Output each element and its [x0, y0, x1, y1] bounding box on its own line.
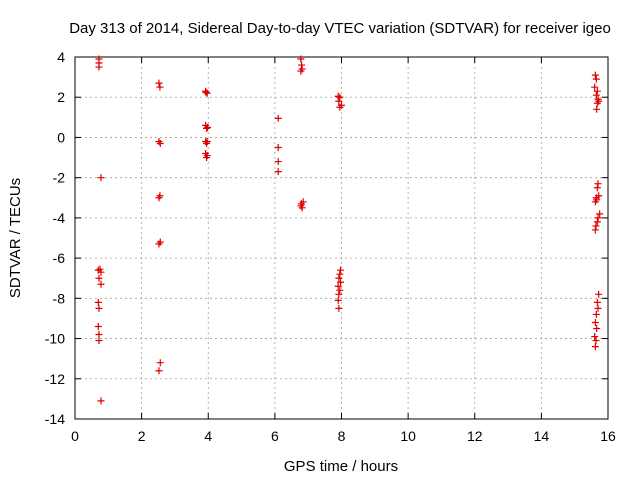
data-point	[155, 79, 163, 87]
data-point	[593, 184, 601, 192]
x-tick-label: 6	[271, 428, 279, 444]
y-tick-label: -2	[53, 170, 66, 186]
x-tick-label: 14	[534, 428, 550, 444]
data-point	[203, 139, 211, 147]
data-point	[95, 337, 103, 345]
y-tick-label: 2	[57, 89, 65, 105]
data-point	[593, 298, 601, 306]
data-point	[591, 71, 599, 79]
data-point	[298, 61, 306, 69]
data-point	[596, 210, 604, 218]
data-point	[593, 325, 601, 332]
y-tick-label: -14	[45, 411, 65, 427]
data-point	[94, 298, 102, 306]
x-tick-label: 0	[71, 428, 79, 444]
data-point	[595, 290, 603, 298]
y-tick-label: -8	[53, 290, 66, 306]
data-point	[335, 290, 343, 298]
x-tick-label: 2	[138, 428, 146, 444]
x-tick-label: 10	[400, 428, 416, 444]
data-point	[298, 204, 306, 212]
data-point	[297, 55, 305, 63]
data-point	[203, 124, 211, 132]
y-axis-label: SDTVAR / TECUs	[7, 178, 24, 298]
data-point	[335, 304, 343, 312]
y-tick-label: -10	[45, 331, 65, 347]
data-point	[592, 91, 600, 99]
data-point	[274, 144, 282, 151]
data-point	[334, 282, 342, 290]
data-point	[592, 75, 600, 83]
data-point	[95, 331, 103, 339]
data-point	[97, 174, 105, 182]
data-point	[203, 154, 211, 162]
x-tick-label: 8	[338, 428, 346, 444]
data-point	[337, 266, 345, 274]
data-point	[97, 280, 105, 288]
y-tick-label: -12	[45, 371, 65, 387]
data-point	[202, 88, 210, 96]
x-axis-label: GPS time / hours	[284, 458, 398, 475]
tick-labels: 0 2 4 6 8 10 12 14 16 -14 -12 -10 -8 -6 -4 -2 0 2 4	[45, 49, 616, 444]
data-point	[336, 93, 344, 101]
axis-ticks	[74, 56, 609, 420]
data-point	[592, 222, 600, 230]
data-point	[335, 274, 343, 282]
data-point	[156, 139, 164, 147]
data-point	[274, 158, 282, 166]
data-point	[156, 359, 164, 367]
y-tick-label: 0	[57, 129, 65, 145]
y-tick-label: -4	[53, 210, 66, 226]
data-point	[204, 123, 212, 131]
data-point	[334, 92, 342, 100]
data-point	[336, 103, 344, 111]
data-point	[203, 89, 211, 97]
data-point	[95, 274, 103, 282]
data-markers	[94, 55, 604, 405]
data-point	[155, 240, 163, 248]
data-point	[95, 63, 103, 71]
data-point	[274, 168, 282, 176]
data-point	[591, 318, 599, 326]
chart-title: Day 313 of 2014, Sidereal Day-to-day VTE…	[69, 20, 611, 37]
grid-lines	[75, 57, 608, 419]
data-point	[155, 367, 163, 375]
data-point	[592, 337, 600, 345]
data-point	[594, 304, 602, 312]
data-point	[593, 218, 601, 226]
data-point	[594, 214, 602, 222]
y-tick-label: -6	[53, 250, 66, 266]
data-point	[594, 180, 602, 188]
data-point	[156, 83, 164, 91]
data-point	[335, 97, 343, 105]
data-point	[593, 99, 601, 107]
data-point	[591, 343, 599, 351]
data-point	[297, 67, 305, 75]
x-tick-label: 16	[600, 428, 616, 444]
data-point	[97, 397, 105, 405]
data-point	[336, 286, 344, 294]
data-point	[592, 310, 600, 318]
data-point	[97, 268, 105, 276]
data-point	[94, 322, 102, 330]
data-point	[593, 105, 601, 113]
y-tick-label: 4	[57, 49, 65, 65]
data-point	[593, 87, 601, 95]
data-point	[155, 194, 163, 202]
data-point	[334, 296, 342, 304]
data-point	[337, 278, 345, 286]
data-point	[591, 226, 599, 234]
data-point	[274, 114, 282, 122]
data-point	[95, 304, 103, 312]
x-tick-label: 4	[204, 428, 212, 444]
data-point	[591, 83, 599, 91]
data-point	[593, 196, 601, 204]
data-point	[96, 265, 104, 273]
data-point	[336, 270, 344, 278]
x-tick-label: 12	[467, 428, 483, 444]
data-point	[591, 333, 599, 341]
